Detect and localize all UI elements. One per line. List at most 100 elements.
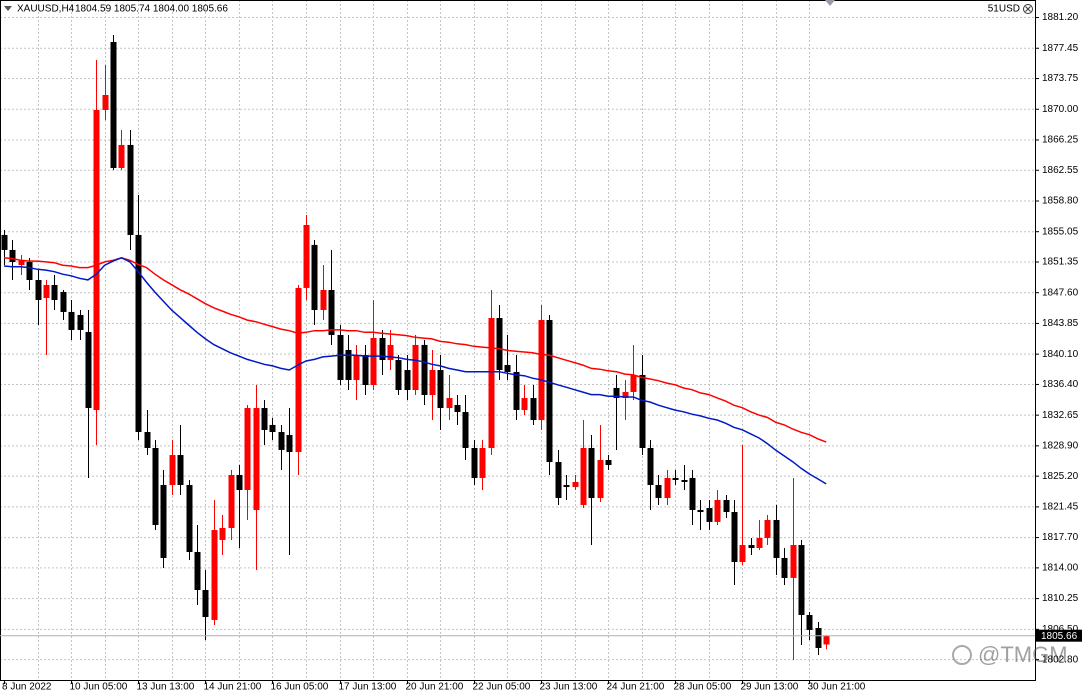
x-tick-label: 17 Jun 13:00 — [339, 682, 397, 693]
candle-body — [43, 285, 50, 299]
candle-body — [93, 109, 100, 410]
candle-body — [672, 477, 679, 481]
candle-body — [823, 635, 830, 645]
candle-body — [160, 485, 167, 558]
candle-body — [706, 508, 713, 522]
candle-body — [404, 370, 411, 390]
candle-body — [723, 499, 730, 513]
candle-body — [815, 627, 822, 648]
y-tick-label: 1858.80 — [1042, 196, 1079, 207]
candle-body — [437, 370, 444, 409]
plot — [1, 34, 830, 661]
x-tick-label: 28 Jun 05:00 — [674, 682, 732, 693]
candle-body — [471, 447, 478, 478]
candle-body — [790, 545, 797, 578]
candle-body — [303, 224, 310, 288]
y-tick-label: 1828.90 — [1042, 441, 1079, 452]
candle-body — [60, 291, 67, 312]
candle-body — [51, 285, 58, 300]
current-price-box — [1036, 629, 1082, 642]
candle-body — [563, 485, 570, 487]
plot-frame — [0, 0, 1036, 681]
y-tick-label: 1855.05 — [1042, 226, 1079, 237]
shift-marker — [825, 0, 835, 6]
candle-body — [605, 460, 612, 466]
y-tick-label: 1836.40 — [1042, 379, 1079, 390]
moving-average-line — [3, 256, 827, 485]
candle-body — [546, 319, 553, 462]
y-tick-label: 1810.25 — [1042, 593, 1079, 604]
candle-body — [68, 311, 75, 330]
x-tick-label: 24 Jun 21:00 — [607, 682, 665, 693]
y-tick-label: 1814.00 — [1042, 563, 1079, 574]
candle-body — [555, 461, 562, 499]
close-icon[interactable] — [1023, 4, 1033, 14]
candle-body — [328, 290, 335, 335]
y-tick-label: 1881.20 — [1042, 12, 1079, 23]
candle-body — [521, 398, 528, 410]
candle-body — [219, 527, 226, 540]
candle-body — [479, 447, 486, 478]
y-tick-label: 1817.70 — [1042, 532, 1079, 543]
candle-body — [211, 529, 218, 620]
candle-body — [35, 280, 42, 300]
x-tick-label: 30 Jun 21:00 — [808, 682, 866, 693]
candle-body — [395, 360, 402, 390]
x-tick-label: 29 Jun 13:00 — [741, 682, 799, 693]
candle-body — [202, 589, 209, 618]
candle-body — [269, 424, 276, 433]
y-tick-label: 1802.80 — [1042, 654, 1079, 665]
candle-body — [18, 260, 25, 266]
y-tick-label: 1843.85 — [1042, 318, 1079, 329]
watermark: @TMGM — [952, 642, 1068, 667]
y-tick-label: 1806.50 — [1042, 624, 1079, 635]
candle-body — [177, 455, 184, 486]
candle-body — [597, 460, 604, 499]
current-price-label: 1805.66 — [1041, 631, 1078, 642]
candle-body — [228, 475, 235, 528]
candle-body — [538, 319, 545, 421]
candle-body — [102, 95, 109, 110]
candle-body — [278, 432, 285, 450]
candle-body — [630, 375, 637, 392]
candle-body — [152, 447, 159, 525]
candle-body — [295, 287, 302, 452]
candle-body — [320, 290, 327, 310]
y-tick-label: 1821.45 — [1042, 502, 1079, 513]
candle-body — [110, 42, 117, 168]
candle-body — [572, 481, 579, 487]
candle-body — [26, 261, 33, 281]
y-tick-label: 1825.20 — [1042, 471, 1079, 482]
candle-body — [311, 244, 318, 310]
menu-icon — [4, 6, 12, 11]
candle-body — [806, 614, 813, 630]
y-tick-label: 1877.45 — [1042, 43, 1079, 54]
x-tick-label: 22 Jun 05:00 — [473, 682, 531, 693]
candle-body — [739, 545, 746, 562]
candle-body — [798, 545, 805, 615]
candle-body — [588, 447, 595, 499]
candle-body — [756, 537, 763, 548]
candle-body — [429, 370, 436, 395]
overlay: 1805.66 — [0, 629, 1082, 642]
candle-body — [454, 404, 461, 413]
x-tick-label: 10 Jun 05:00 — [70, 682, 128, 693]
candle-body — [77, 314, 84, 330]
candle-body — [85, 332, 92, 409]
candle-body — [421, 344, 428, 395]
candle-body — [379, 337, 386, 361]
candle-body — [689, 477, 696, 510]
candle-body — [337, 334, 344, 381]
candle-body — [622, 391, 629, 399]
x-tick-label: 14 Jun 21:00 — [204, 682, 262, 693]
candle-body — [748, 545, 755, 548]
y-tick-label: 1851.35 — [1042, 257, 1079, 268]
candle-body — [513, 371, 520, 410]
y-tick-label: 1866.25 — [1042, 135, 1079, 146]
candle-body — [655, 485, 662, 499]
x-tick-label: 16 Jun 05:00 — [271, 682, 329, 693]
candle-body — [118, 144, 125, 168]
y-tick-label: 1873.75 — [1042, 73, 1079, 84]
